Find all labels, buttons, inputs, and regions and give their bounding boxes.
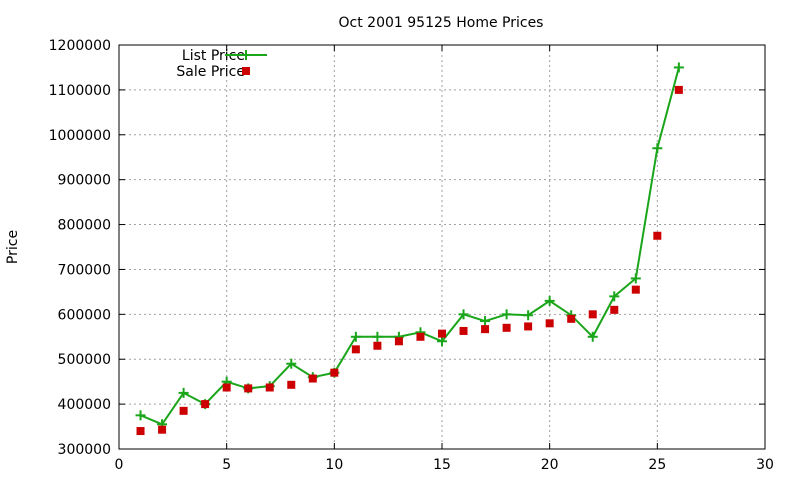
y-tick-label: 300000 [58, 442, 111, 458]
sale-price-point [438, 329, 446, 338]
x-tick-label: 20 [541, 457, 559, 473]
x-tick-label: 30 [756, 457, 774, 473]
sale-price-point [287, 380, 296, 389]
sale-price-point [588, 310, 597, 319]
y-tick-label: 1100000 [49, 83, 111, 99]
x-tick-label: 10 [325, 457, 343, 473]
sale-price-point [265, 383, 274, 392]
sale-price-point [351, 345, 360, 354]
sale-price-point [179, 406, 188, 415]
list-price-point [178, 387, 189, 398]
list-price-point [652, 143, 663, 154]
data-series [135, 62, 684, 436]
sale-price-point [653, 231, 662, 240]
list-price-point [544, 295, 555, 306]
sale-price-point [567, 314, 576, 323]
list-price-point [286, 358, 297, 369]
y-tick-label: 700000 [58, 262, 111, 278]
legend-marker [241, 50, 251, 60]
list-price-point [587, 331, 598, 342]
list-price-point [437, 336, 447, 347]
chart-title: Oct 2001 95125 Home Prices [339, 15, 544, 31]
list-price-point [350, 331, 361, 342]
y-tick-label: 900000 [58, 173, 111, 189]
list-price-point [458, 309, 469, 320]
sale-price-point [136, 427, 145, 436]
list-price-point [501, 309, 512, 320]
legend-marker [242, 67, 250, 75]
list-price-point [609, 291, 620, 302]
y-tick-label: 1200000 [49, 38, 111, 54]
sale-price-point [222, 383, 231, 392]
list-price-point [480, 316, 491, 327]
series-list-price [135, 62, 684, 430]
sale-price-point [244, 384, 253, 393]
sale-price-point [416, 332, 425, 341]
sale-price-point [610, 305, 619, 314]
y-tick-label: 500000 [58, 352, 111, 368]
list-price-point [630, 273, 641, 284]
sale-price-point [502, 323, 511, 332]
list-price-point [135, 410, 146, 421]
list-price-line [140, 67, 680, 426]
sale-price-point [545, 319, 554, 328]
sale-price-point [459, 326, 468, 335]
sale-price-point [158, 425, 167, 434]
sale-price-point [394, 337, 403, 346]
sale-price-point [330, 368, 339, 377]
x-tick-label: 0 [115, 457, 124, 473]
sale-price-point [481, 325, 490, 334]
series-sale-price [136, 85, 683, 436]
sale-price-point [524, 322, 533, 331]
y-tick-label: 600000 [58, 307, 111, 323]
axis-ticks: 300000 400000 500000 600000 700000 800000 9000… [49, 38, 774, 473]
x-tick-label: 5 [222, 457, 231, 473]
y-tick-label: 800000 [58, 218, 111, 234]
legend-label: List Price [182, 48, 245, 64]
y-tick-label: 400000 [58, 397, 111, 413]
list-price-point [372, 331, 383, 342]
x-tick-label: 15 [433, 457, 451, 473]
sale-price-point [373, 341, 382, 350]
legend-label: Sale Price [176, 64, 245, 80]
y-axis-label: Price [5, 230, 21, 264]
sale-price-point [631, 285, 640, 294]
list-price-point [523, 310, 534, 321]
sale-price-point [674, 85, 683, 94]
list-price-point [673, 62, 684, 73]
sale-price-point [308, 374, 317, 383]
sale-price-point [201, 400, 210, 409]
y-tick-label: 1000000 [49, 128, 111, 144]
x-tick-label: 25 [648, 457, 666, 473]
